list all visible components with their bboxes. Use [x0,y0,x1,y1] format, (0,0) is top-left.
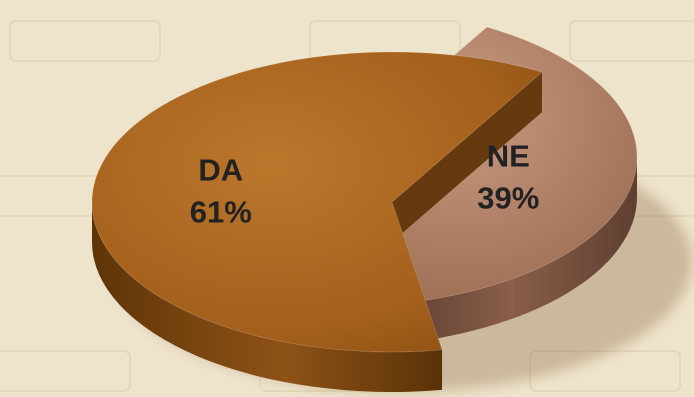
watermark-stamp [0,350,131,392]
pie-labels: NE 39% DA 61% [190,138,540,229]
pie-value-label-ne: 39% [477,180,539,215]
pie-slice-da-top [91,51,544,353]
background-watermark [0,20,694,392]
pie-value-label-da: 61% [190,195,252,230]
pie-label-da: DA [198,153,243,188]
pie-slice-ne-rim [387,157,637,345]
watermark-stamp [0,175,101,217]
pie-slice-da-rim [92,202,443,392]
watermark-stamp [569,20,694,62]
pie-slice-da [91,51,544,392]
pie-label-ne: NE [487,138,530,173]
pie-slice-da-cut-face [392,72,542,242]
pie-slices [91,26,638,392]
watermark-stamp [9,20,161,62]
